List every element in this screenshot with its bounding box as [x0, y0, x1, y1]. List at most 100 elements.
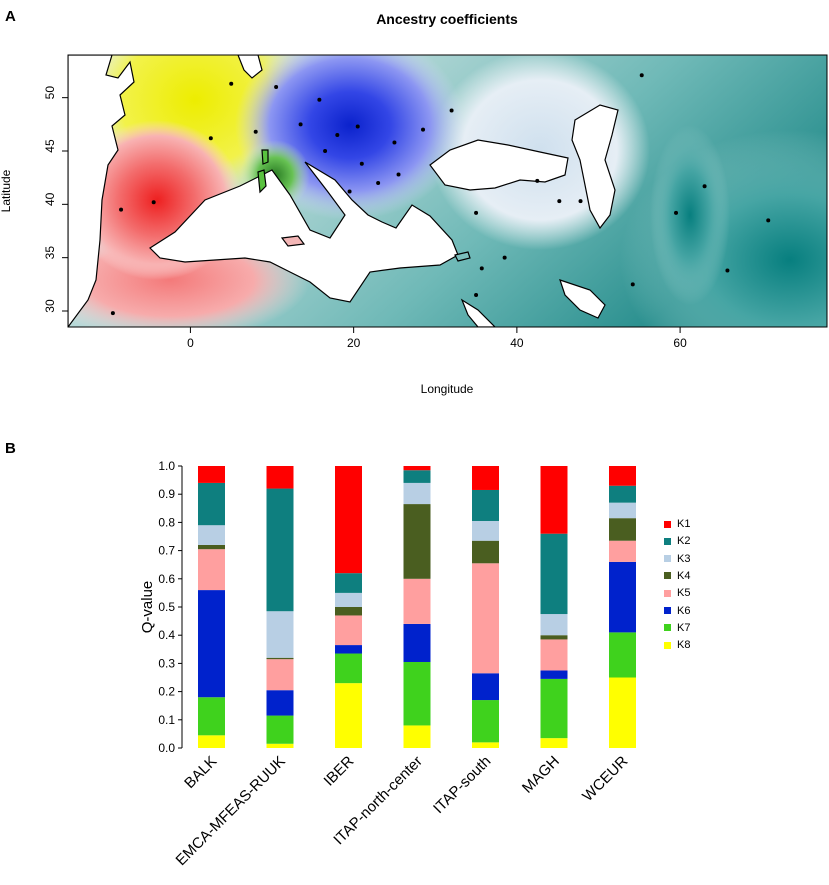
bar-segment-k7	[540, 678, 568, 739]
legend-item: K1	[664, 518, 690, 530]
sample-point	[208, 136, 213, 141]
panel-a-label: A	[5, 8, 16, 25]
sample-point	[396, 172, 401, 177]
legend-label: K5	[677, 587, 691, 600]
sample-point	[535, 178, 540, 183]
bar-segment-k2	[335, 573, 362, 593]
sample-point	[335, 133, 340, 137]
bar-y-tick-label: 0.0	[158, 741, 175, 755]
black-sea	[429, 139, 569, 191]
x-tick-label: 0	[187, 336, 194, 350]
legend-item: K2	[664, 535, 690, 547]
bar-segment-k2	[472, 489, 499, 521]
legend-swatch	[664, 572, 671, 580]
bar-segment-k1	[198, 466, 225, 483]
bar-y-tick-label: 1.0	[158, 459, 175, 473]
legend-swatch	[664, 624, 671, 632]
bar-segment-k1	[540, 466, 568, 534]
atlantic-ocean	[68, 55, 135, 327]
bar-segment-k8	[540, 738, 568, 748]
sample-point	[502, 255, 507, 260]
bar-segment-k7	[266, 715, 294, 744]
legend-label: K4	[677, 569, 691, 582]
x-tick-label: 60	[673, 336, 687, 350]
legend-swatch	[664, 589, 671, 597]
bar-segment-k3	[335, 592, 362, 607]
sample-points	[110, 73, 771, 316]
bar-segment-k4	[335, 607, 362, 616]
sample-point	[151, 200, 156, 205]
bar-segment-k5	[335, 615, 362, 646]
legend-label: K6	[677, 604, 691, 617]
legend-item: K5	[664, 587, 690, 599]
coastlines	[68, 55, 619, 327]
legend-label: K2	[677, 535, 691, 548]
y-tick-label: 30	[43, 299, 57, 313]
sample-point	[119, 207, 124, 212]
bar-category-label: BALK	[181, 753, 220, 792]
sicily	[280, 235, 306, 247]
bar-segment-k2	[540, 533, 568, 615]
panel-b-label: B	[5, 440, 16, 457]
bar-segment-k3	[198, 525, 225, 545]
legend-item: K4	[664, 570, 690, 582]
bar-segment-k3	[472, 520, 499, 541]
bar-segment-k6	[540, 670, 568, 679]
bar-segment-k2	[266, 488, 294, 612]
legend-swatch	[664, 520, 671, 528]
bar-segment-k6	[335, 645, 362, 654]
y-tick-label: 40	[43, 192, 57, 206]
sample-point	[253, 129, 258, 134]
bar-y-axis: 0.0 0.1 0.2 0.3 0.4 0.5 0.6 0.7 0.8 0.9 1.0	[158, 459, 183, 755]
legend-swatch	[664, 555, 671, 563]
bar-y-tick-label: 0.6	[158, 572, 175, 586]
bar-segment-k1	[472, 466, 499, 490]
sample-point	[229, 81, 234, 86]
ancestry-surface	[68, 55, 827, 327]
bar-segment-k2	[198, 482, 225, 526]
bar-y-tick-label: 0.1	[158, 713, 175, 727]
bar-segment-k5	[609, 540, 636, 562]
teal-cluster-central	[650, 125, 730, 305]
bar-segment-k3	[540, 614, 568, 636]
bar-segment-k6	[609, 561, 636, 633]
bar-segment-k8	[335, 683, 362, 748]
bar-segment-k6	[472, 673, 499, 701]
red-sea	[460, 298, 496, 327]
bar-segment-k5	[403, 578, 431, 624]
map-axes: 0 20 40 60 30 35 40 45 50	[43, 86, 687, 350]
sample-point	[274, 85, 279, 89]
y-tick-label: 50	[43, 86, 57, 100]
sample-point	[557, 199, 562, 204]
sample-point	[725, 268, 730, 273]
bar-segment-k1	[403, 466, 431, 471]
bar-segment-k4	[609, 518, 636, 541]
map-frame	[67, 54, 828, 328]
bar-segment-k1	[266, 466, 294, 489]
bar-segment-k5	[472, 563, 499, 674]
bar-y-tick-label: 0.8	[158, 515, 175, 529]
bar-segment-k2	[609, 485, 636, 503]
persian-gulf	[559, 279, 606, 319]
bar-category-label: ITAP-south	[430, 753, 494, 817]
legend-item: K7	[664, 622, 690, 634]
bar-segment-k3	[609, 502, 636, 519]
bar-segment-k5	[540, 639, 568, 671]
bar-segment-k3	[266, 611, 294, 658]
sample-point	[639, 73, 644, 78]
sample-point	[674, 210, 679, 215]
bar-segment-k3	[403, 482, 431, 505]
sample-point	[298, 122, 303, 127]
bar-category-label: WCEUR	[579, 753, 631, 805]
bar-category-label: IBER	[321, 753, 358, 790]
bar-y-tick-label: 0.5	[158, 600, 175, 614]
sample-point	[355, 124, 360, 129]
bar-segment-k2	[403, 470, 431, 483]
legend-label: K1	[677, 518, 691, 530]
y-tick-label: 45	[43, 139, 57, 153]
bar-segment-k6	[198, 590, 225, 698]
bar-segment-k8	[198, 735, 225, 748]
sardinia	[257, 169, 267, 194]
